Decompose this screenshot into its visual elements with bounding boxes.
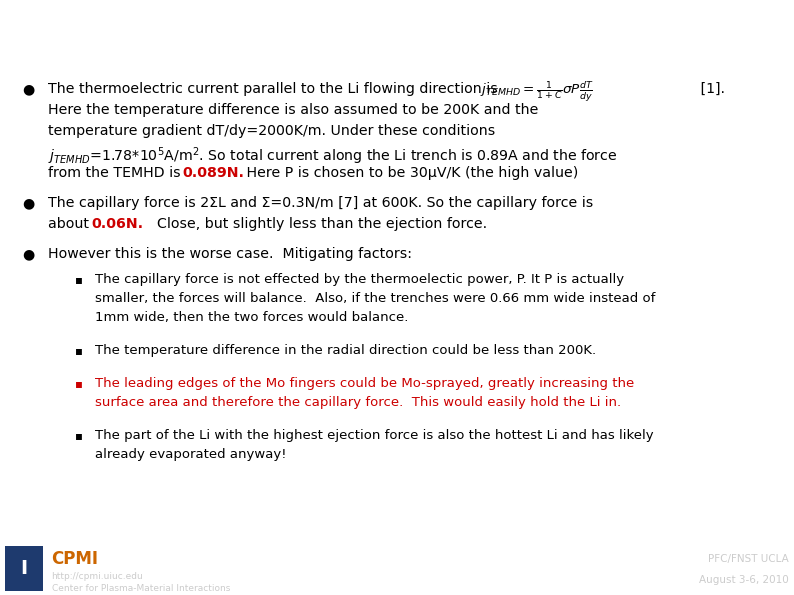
Text: August 3-6, 2010: August 3-6, 2010	[700, 575, 789, 585]
Text: The leading edges of the Mo fingers could be Mo-sprayed, greatly increasing the: The leading edges of the Mo fingers coul…	[95, 377, 634, 390]
Text: smaller, the forces will balance.  Also, if the trenches were 0.66 mm wide inste: smaller, the forces will balance. Also, …	[95, 292, 655, 305]
Text: surface area and therefore the capillary force.  This would easily hold the Li i: surface area and therefore the capillary…	[95, 396, 621, 409]
Text: The thermoelectric current parallel to the Li flowing direction is: The thermoelectric current parallel to t…	[48, 82, 507, 96]
Text: Center for Plasma-Material Interactions: Center for Plasma-Material Interactions	[52, 584, 230, 593]
Text: http://cpmi.uiuc.edu: http://cpmi.uiuc.edu	[52, 572, 144, 581]
Text: I: I	[21, 559, 27, 578]
Text: The capillary force is 2ΣL and Σ=0.3N/m [7] at 600K. So the capillary force is: The capillary force is 2ΣL and Σ=0.3N/m …	[48, 196, 593, 210]
Text: CPMI: CPMI	[52, 550, 98, 568]
Text: The part of the Li with the highest ejection force is also the hottest Li and ha: The part of the Li with the highest ejec…	[95, 429, 653, 442]
Text: ▪: ▪	[75, 345, 83, 357]
Text: already evaporated anyway!: already evaporated anyway!	[95, 448, 287, 461]
Text: ●: ●	[22, 196, 34, 210]
Text: ▪: ▪	[75, 429, 83, 442]
FancyBboxPatch shape	[5, 546, 43, 591]
Text: The capillary force is not effected by the thermoelectic power, P. It P is actua: The capillary force is not effected by t…	[95, 273, 624, 286]
Text: $j_{TEMHD}$=1.78*10$^5$A/m$^2$. So total current along the Li trench is 0.89A an: $j_{TEMHD}$=1.78*10$^5$A/m$^2$. So total…	[48, 145, 618, 167]
Text: 13: 13	[751, 13, 774, 31]
Text: about: about	[48, 217, 94, 231]
Text: ▪: ▪	[75, 273, 83, 286]
Text: $j_{TEMHD} = \frac{1}{1+C}\sigma P \frac{dT}{dy}$: $j_{TEMHD} = \frac{1}{1+C}\sigma P \frac…	[480, 80, 593, 105]
Text: [1].: [1].	[696, 82, 725, 96]
Text: ▪: ▪	[75, 377, 83, 390]
Text: ●: ●	[22, 248, 34, 261]
Text: Close, but slightly less than the ejection force.: Close, but slightly less than the ejecti…	[148, 217, 488, 231]
Text: temperature gradient dT/dy=2000K/m. Under these conditions: temperature gradient dT/dy=2000K/m. Unde…	[48, 124, 495, 138]
Text: Here the temperature difference is also assumed to be 200K and the: Here the temperature difference is also …	[48, 104, 538, 117]
Text: PFC/FNST UCLA: PFC/FNST UCLA	[708, 555, 789, 565]
Text: ●: ●	[22, 82, 34, 96]
Text: from the TEMHD is: from the TEMHD is	[48, 166, 185, 180]
Text: The temperature difference in the radial direction could be less than 200K.: The temperature difference in the radial…	[95, 345, 596, 357]
Text: 0.089N.: 0.089N.	[182, 166, 244, 180]
Text: However this is the worse case.  Mitigating factors:: However this is the worse case. Mitigati…	[48, 248, 412, 261]
Text: Does it Work?  Capillary Force Balance: Does it Work? Capillary Force Balance	[73, 18, 705, 46]
Text: Here P is chosen to be 30μV/K (the high value): Here P is chosen to be 30μV/K (the high …	[242, 166, 578, 180]
Text: 0.06N.: 0.06N.	[91, 217, 143, 231]
Text: 1mm wide, then the two forces would balance.: 1mm wide, then the two forces would bala…	[95, 311, 408, 324]
